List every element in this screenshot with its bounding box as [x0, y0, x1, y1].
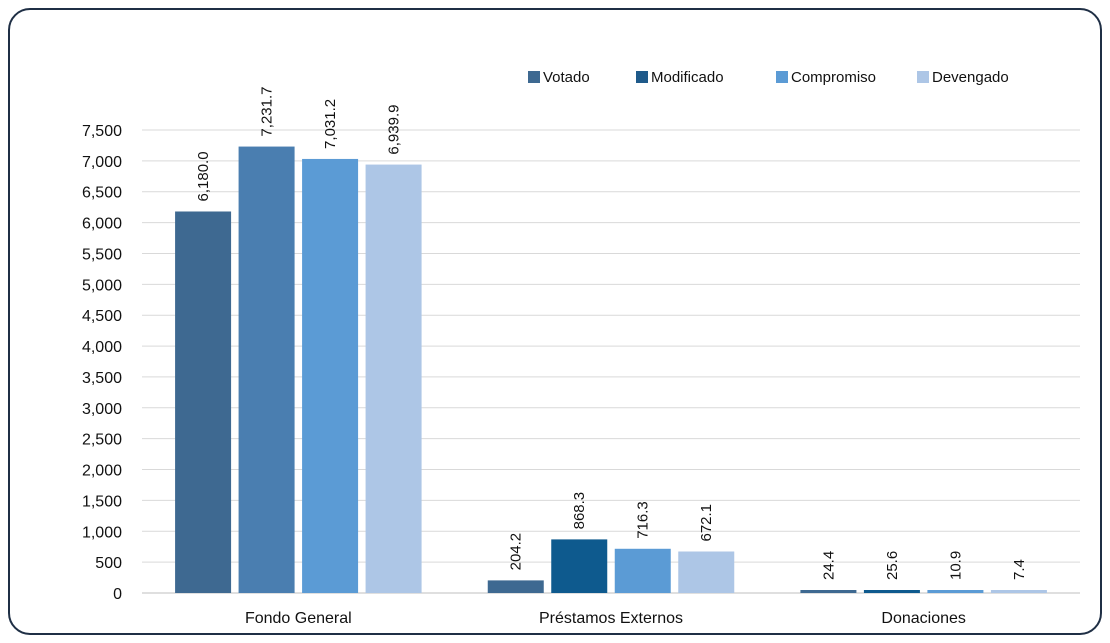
y-tick-label: 7,500: [82, 123, 122, 140]
bar-compromiso-1: [614, 548, 671, 593]
y-tick-label: 3,000: [82, 401, 122, 418]
data-label: 6,180.0: [195, 151, 212, 201]
bar-votado-0: [175, 211, 232, 593]
y-tick-label: 6,500: [82, 185, 122, 202]
data-label: 204.2: [508, 533, 525, 571]
bar-modificado-0: [238, 146, 295, 593]
bar-votado-2: [800, 590, 857, 593]
legend-swatch: [776, 71, 788, 83]
data-label: 24.4: [820, 551, 837, 580]
bar-modificado-1: [551, 539, 608, 593]
y-tick-label: 500: [95, 555, 122, 572]
y-tick-label: 7,000: [82, 154, 122, 171]
y-tick-label: 6,000: [82, 216, 122, 233]
data-label: 7.4: [1011, 559, 1028, 580]
y-tick-label: 0: [113, 586, 122, 603]
data-label: 25.6: [884, 551, 901, 580]
data-label: 7,231.7: [259, 87, 276, 137]
bar-compromiso-2: [927, 590, 984, 593]
bar-votado-1: [487, 580, 544, 593]
bar-modificado-2: [863, 590, 920, 593]
y-tick-label: 2,500: [82, 432, 122, 449]
y-tick-label: 4,000: [82, 339, 122, 356]
bar-devengado-1: [678, 551, 735, 593]
legend-entry: Devengado: [932, 69, 1009, 86]
data-label: 868.3: [571, 492, 588, 530]
legend-swatch: [917, 71, 929, 83]
data-label: 672.1: [698, 504, 715, 542]
data-label: 716.3: [635, 501, 652, 539]
bar-devengado-0: [365, 164, 422, 593]
y-tick-label: 3,500: [82, 370, 122, 387]
x-category-label: Préstamos Externos: [539, 610, 683, 627]
legend-swatch: [636, 71, 648, 83]
bar-devengado-2: [990, 590, 1047, 593]
y-tick-label: 1,500: [82, 493, 122, 510]
y-tick-label: 2,000: [82, 463, 122, 480]
x-category-label: Donaciones: [881, 610, 966, 627]
legend-entry: Votado: [543, 69, 590, 86]
legend-swatch: [528, 71, 540, 83]
x-category-label: Fondo General: [245, 610, 352, 627]
data-label: 6,939.9: [386, 105, 403, 155]
legend-entry: Compromiso: [791, 69, 876, 86]
y-tick-label: 4,500: [82, 308, 122, 325]
legend-entry: Modificado: [651, 69, 724, 86]
y-tick-label: 1,000: [82, 524, 122, 541]
data-label: 7,031.2: [322, 99, 339, 149]
y-tick-label: 5,000: [82, 277, 122, 294]
y-tick-label: 5,500: [82, 246, 122, 263]
data-label: 10.9: [947, 551, 964, 580]
bar-compromiso-0: [302, 158, 359, 593]
